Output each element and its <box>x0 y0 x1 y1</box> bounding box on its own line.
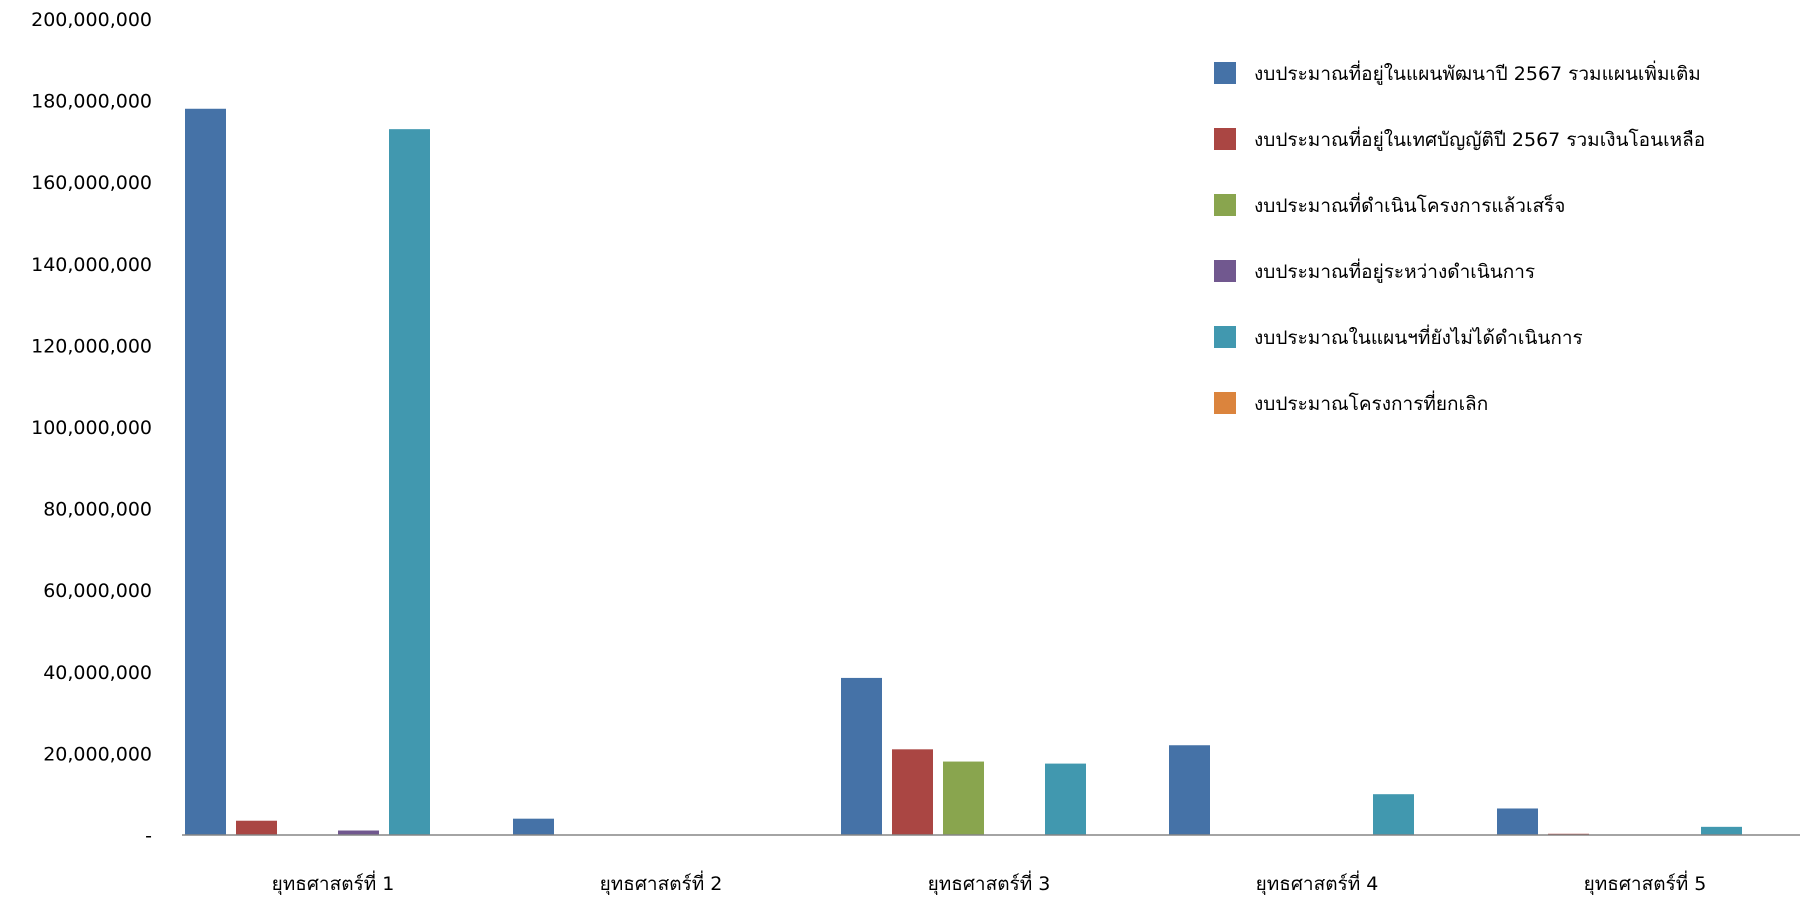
y-tick-label: 200,000,000 <box>31 9 152 31</box>
bar-1-4 <box>1169 745 1210 835</box>
bar-5-3 <box>1045 763 1086 835</box>
bar-4-1 <box>338 830 379 835</box>
y-tick-label: 60,000,000 <box>43 580 152 602</box>
y-tick-label: 40,000,000 <box>43 662 152 684</box>
legend-swatch-2 <box>1214 128 1236 150</box>
legend-label-6: งบประมาณโครงการที่ยกเลิก <box>1254 390 1488 415</box>
legend: งบประมาณที่อยู่ในแผนพัฒนาปี 2567 รวมแผนเ… <box>1214 60 1705 415</box>
legend-label-2: งบประมาณที่อยู่ในเทศบัญญัติปี 2567 รวมเง… <box>1254 126 1705 151</box>
bar-5-1 <box>389 129 430 835</box>
legend-label-5: งบประมาณในแผนฯที่ยังไม่ได้ดำเนินการ <box>1254 324 1583 349</box>
legend-label-4: งบประมาณที่อยู่ระหว่างดำเนินการ <box>1254 258 1535 283</box>
y-tick-label: 20,000,000 <box>43 743 152 765</box>
bar-5-5 <box>1701 826 1742 835</box>
y-tick-label: 80,000,000 <box>43 499 152 521</box>
bar-1-3 <box>841 677 882 835</box>
bar-5-4 <box>1373 794 1414 835</box>
legend-swatch-1 <box>1214 62 1236 84</box>
x-category-label: ยุทธศาสตร์ที่ 2 <box>600 870 723 896</box>
bar-2-1 <box>236 820 277 835</box>
x-category-label: ยุทธศาสตร์ที่ 3 <box>928 870 1051 896</box>
bar-3-3 <box>943 761 984 835</box>
axes-group: - 20,000,000 40,000,000 60,000,000 80,000,00… <box>31 9 1800 896</box>
legend-label-1: งบประมาณที่อยู่ในแผนพัฒนาปี 2567 รวมแผนเ… <box>1254 60 1701 85</box>
y-tick-label: - <box>145 825 152 847</box>
y-tick-label: 140,000,000 <box>31 254 152 276</box>
y-tick-label: 120,000,000 <box>31 335 152 357</box>
y-tick-label: 180,000,000 <box>31 91 152 113</box>
x-category-label: ยุทธศาสตร์ที่ 1 <box>272 870 395 896</box>
x-category-label: ยุทธศาสตร์ที่ 4 <box>1256 870 1379 896</box>
bar-1-2 <box>513 818 554 835</box>
bar-2-3 <box>892 749 933 835</box>
x-category-label: ยุทธศาสตร์ที่ 5 <box>1584 870 1707 896</box>
legend-swatch-4 <box>1214 260 1236 282</box>
y-tick-label: 160,000,000 <box>31 172 152 194</box>
legend-swatch-6 <box>1214 392 1236 414</box>
legend-swatch-3 <box>1214 194 1236 216</box>
bar-1-1 <box>185 108 226 835</box>
y-tick-label: 100,000,000 <box>31 417 152 439</box>
bars-group <box>185 108 1742 835</box>
bar-1-5 <box>1497 808 1538 835</box>
legend-swatch-5 <box>1214 326 1236 348</box>
legend-label-3: งบประมาณที่ดำเนินโครงการแล้วเสร็จ <box>1254 192 1565 217</box>
